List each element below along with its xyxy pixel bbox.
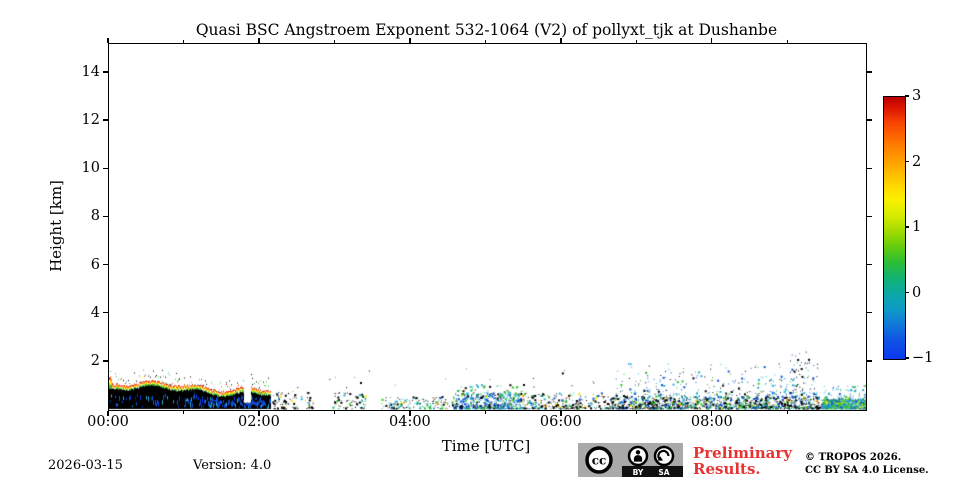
- sa-label: SA: [658, 468, 669, 477]
- y-tick-label: 10: [81, 160, 100, 177]
- y-tick-major-right: [866, 71, 872, 73]
- y-tick-label: 8: [90, 208, 100, 225]
- x-tick-major: [409, 410, 411, 416]
- y-tick-major: [103, 312, 108, 314]
- y-tick-major: [103, 215, 108, 218]
- y-tick-major-right: [866, 167, 872, 169]
- y-tick-major: [103, 71, 108, 73]
- x-tick-minor-top: [182, 40, 185, 43]
- page-title: Quasi BSC Angstroem Exponent 532-1064 (V…: [195, 21, 778, 39]
- y-tick-major: [103, 119, 108, 121]
- y-tick-major: [103, 263, 108, 266]
- x-tick-minor: [484, 410, 487, 414]
- x-axis-label: Time [UTC]: [441, 437, 531, 455]
- colorbar-tick: [905, 291, 909, 294]
- colorbar-tick-label: 1: [912, 219, 922, 235]
- heatmap-canvas: [109, 44, 866, 410]
- y-tick-label: 14: [81, 63, 100, 80]
- x-tick-major-top: [711, 38, 713, 43]
- y-tick-major: [103, 167, 108, 169]
- y-tick-label: 2: [90, 352, 100, 369]
- y-tick-major-right: [866, 119, 872, 121]
- plot-area: [108, 43, 867, 411]
- x-tick-label: 02:00: [238, 414, 280, 430]
- x-tick-minor: [182, 410, 185, 414]
- colorbar-tick-label: 3: [912, 88, 922, 104]
- x-tick-minor: [333, 410, 336, 414]
- x-tick-minor: [786, 410, 788, 414]
- x-tick-label: 04:00: [388, 414, 431, 430]
- x-tick-minor-top: [786, 40, 788, 43]
- y-tick-major-right: [866, 215, 872, 218]
- x-tick-major-top: [409, 38, 411, 43]
- by-person-head: [635, 450, 641, 455]
- by-person-body: [633, 455, 643, 462]
- x-tick-major: [711, 410, 713, 416]
- x-tick-minor-top: [635, 40, 637, 43]
- x-tick-minor: [635, 410, 637, 414]
- y-tick-major-right: [866, 360, 872, 362]
- colorbar-tick: [905, 226, 909, 228]
- x-tick-label: 00:00: [87, 414, 129, 430]
- x-tick-major: [107, 410, 109, 416]
- cc-icon-text: cc: [592, 454, 607, 468]
- y-tick-major-right: [866, 312, 872, 314]
- measurement-date: 2026-03-15: [48, 458, 123, 473]
- colorbar-tick-label: 0: [912, 284, 922, 301]
- copyright-notice: © TROPOS 2026. CC BY SA 4.0 License.: [805, 452, 929, 477]
- sa-arrow-arc: [657, 449, 670, 460]
- by-label: BY: [633, 468, 644, 477]
- colorbar-tick-label: 2: [912, 153, 922, 170]
- cc-license-badge: cc BY SA: [578, 443, 683, 477]
- copyright-line2: CC BY SA 4.0 License.: [805, 464, 929, 476]
- preliminary-line1: Preliminary: [693, 444, 792, 462]
- y-tick-label: 4: [90, 304, 100, 321]
- x-tick-label: 08:00: [690, 414, 733, 430]
- badge-bar: [622, 466, 683, 477]
- y-axis-label: Height [km]: [47, 180, 65, 272]
- version-text: Version: 4.0: [193, 458, 272, 473]
- cc-icon: [585, 446, 613, 474]
- x-tick-minor-top: [484, 40, 487, 43]
- colorbar-tick: [905, 357, 909, 359]
- x-tick-major-top: [560, 38, 562, 43]
- x-tick-label: 06:00: [539, 414, 582, 430]
- y-tick-major: [103, 360, 108, 362]
- x-tick-minor-top: [333, 40, 336, 43]
- x-tick-major: [560, 410, 562, 416]
- sa-arrow-head: [657, 456, 663, 461]
- colorbar: [883, 96, 906, 360]
- x-tick-major-top: [258, 38, 260, 43]
- y-tick-label: 6: [90, 256, 100, 273]
- copyright-line1: © TROPOS 2026.: [805, 452, 902, 463]
- colorbar-tick: [905, 160, 909, 163]
- y-tick-major-right: [866, 263, 872, 266]
- x-tick-major: [258, 410, 260, 416]
- colorbar-tick-label: −1: [912, 350, 934, 366]
- y-tick-label: 12: [81, 112, 100, 129]
- x-tick-major-top: [107, 38, 109, 43]
- preliminary-line2: Results.: [693, 459, 761, 478]
- colorbar-tick: [905, 95, 909, 97]
- preliminary-results-notice: Preliminary Results.: [693, 444, 792, 478]
